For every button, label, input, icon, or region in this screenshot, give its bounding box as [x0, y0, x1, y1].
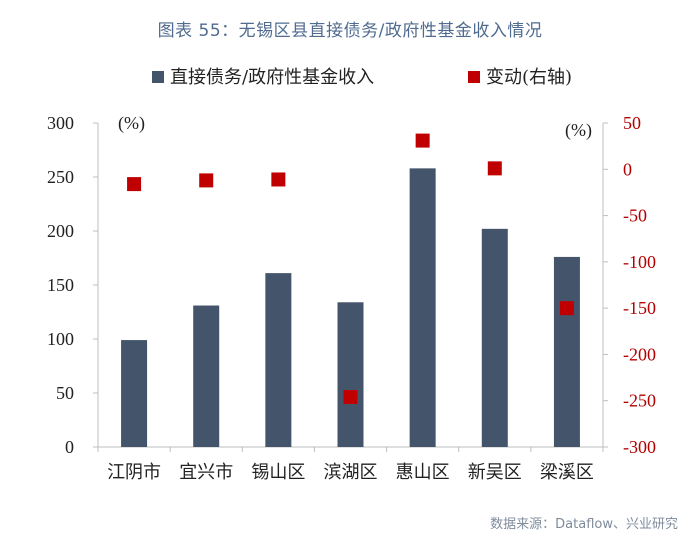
bar — [553, 256, 580, 447]
category-label: 宜兴市 — [179, 462, 233, 483]
bar — [193, 305, 220, 447]
legend-marker-swatch — [468, 71, 480, 83]
right-tick-label: -250 — [623, 391, 656, 411]
category-label: 梁溪区 — [540, 462, 594, 483]
right-tick-label: 50 — [623, 113, 641, 133]
category-label: 滨湖区 — [324, 462, 378, 483]
left-axis-unit: (%) — [118, 113, 145, 134]
right-tick-label: -100 — [623, 252, 656, 272]
bar — [337, 302, 364, 447]
left-tick-label: 250 — [47, 167, 74, 187]
right-tick-label: -150 — [623, 298, 656, 318]
category-label: 惠山区 — [396, 462, 450, 483]
bar — [481, 228, 508, 447]
category-label: 锡山区 — [251, 462, 305, 483]
marker — [487, 161, 502, 176]
marker — [343, 390, 358, 405]
right-tick-label: -200 — [623, 344, 656, 364]
legend-bar-swatch — [152, 71, 164, 83]
left-tick-label: 150 — [47, 275, 74, 295]
legend: 直接债务/政府性基金收入 变动(右轴) — [152, 67, 572, 88]
right-tick-label: -300 — [623, 437, 656, 457]
bar — [121, 340, 148, 447]
right-axis-unit: (%) — [565, 120, 592, 141]
category-label: 新吴区 — [468, 462, 522, 483]
left-tick-label: 50 — [56, 383, 74, 403]
marker — [271, 172, 286, 187]
category-label: 江阴市 — [107, 462, 161, 483]
bar — [265, 273, 292, 447]
marker — [199, 173, 214, 188]
bar — [409, 168, 436, 448]
marker — [127, 177, 142, 192]
legend-marker-label: 变动(右轴) — [486, 67, 572, 88]
legend-bar-label: 直接债务/政府性基金收入 — [170, 67, 374, 88]
left-tick-label: 100 — [47, 329, 74, 349]
plot-area: 0 50 100 150 200 250 300 50 0 -50 -100 -150 -200 -250… — [47, 113, 656, 483]
right-tick-label: -50 — [623, 206, 647, 226]
marker — [415, 133, 430, 148]
left-tick-label: 0 — [65, 437, 74, 457]
left-tick-label: 300 — [47, 113, 74, 133]
left-tick-label: 200 — [47, 221, 74, 241]
marker — [559, 301, 574, 316]
right-tick-label: 0 — [623, 159, 632, 179]
data-source: 数据来源：Dataflow、兴业研究 — [490, 517, 678, 532]
chart-title: 图表 55：无锡区县直接债务/政府性基金收入情况 — [157, 21, 543, 41]
